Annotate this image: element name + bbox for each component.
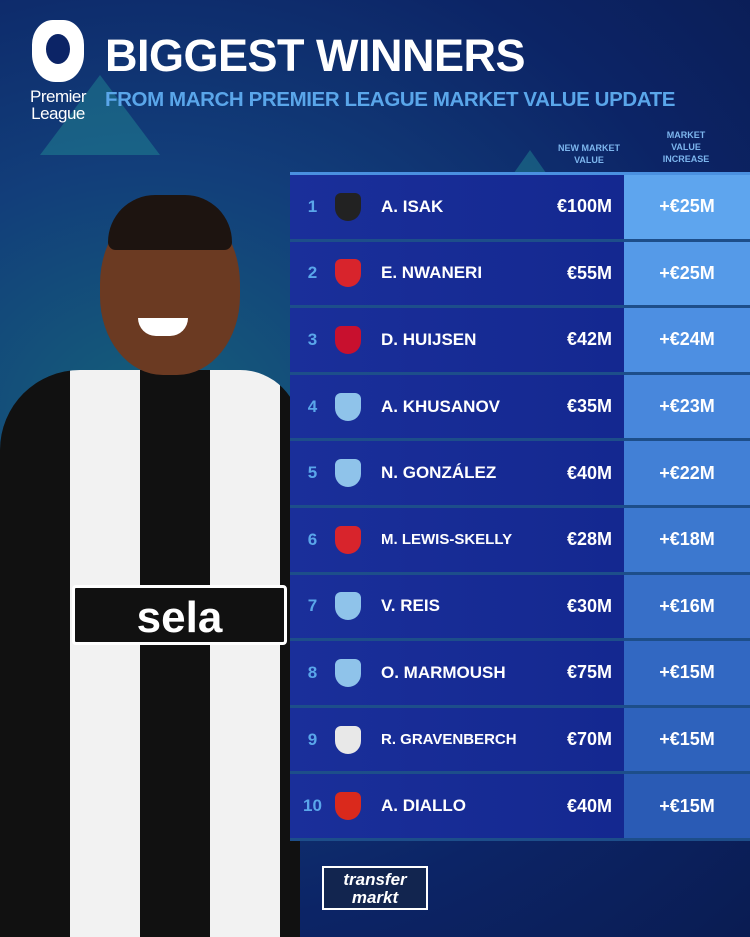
rank: 2 xyxy=(307,263,318,283)
club-crest-icon xyxy=(335,592,361,621)
value-increase: +€16M xyxy=(624,574,750,639)
value-increase: +€25M xyxy=(624,241,750,306)
player-name: A. DIALLO xyxy=(381,796,466,816)
page-subtitle: FROM MARCH PREMIER LEAGUE MARKET VALUE U… xyxy=(105,88,676,111)
player-cell: 6 M. LEWIS-SKELLY €28M xyxy=(290,507,624,572)
rank: 9 xyxy=(307,729,318,749)
value-increase: +€23M xyxy=(624,374,750,439)
club-crest-icon xyxy=(335,792,361,821)
player-cell: 7 V. REIS €30M xyxy=(290,574,624,639)
rank: 1 xyxy=(307,196,318,216)
lion-icon xyxy=(32,20,84,82)
value-increase: +€15M xyxy=(624,707,750,772)
table-row: 4 A. KHUSANOV €35M +€23M xyxy=(290,374,750,442)
value-increase: +€15M xyxy=(624,641,750,705)
decor-triangle xyxy=(40,75,160,155)
club-crest-icon xyxy=(335,459,361,488)
club-crest-icon xyxy=(335,725,361,754)
new-market-value: €28M xyxy=(566,529,612,550)
value-increase: +€15M xyxy=(624,774,750,838)
rank: 3 xyxy=(307,329,318,349)
table-row: 5 N. GONZÁLEZ €40M +€22M xyxy=(290,441,750,508)
rank: 6 xyxy=(307,529,318,549)
sponsor-logo: sela xyxy=(72,585,287,645)
player-name: A. ISAK xyxy=(381,196,444,216)
value-increase: +€18M xyxy=(624,507,750,572)
player-cell: 10 A. DIALLO €40M xyxy=(290,774,624,838)
table-row: 6 M. LEWIS-SKELLY €28M +€18M xyxy=(290,507,750,575)
column-header-new-value: NEW MARKET VALUE xyxy=(558,143,620,165)
new-market-value: €40M xyxy=(566,462,612,483)
club-crest-icon xyxy=(335,192,361,221)
rank: 10 xyxy=(303,796,322,816)
player-name: R. GRAVENBERCH xyxy=(381,731,517,749)
new-market-value: €40M xyxy=(566,795,612,816)
new-market-value: €100M xyxy=(556,196,612,217)
premier-league-logo: Premier League xyxy=(22,20,94,122)
value-increase: +€24M xyxy=(624,308,750,372)
rank: 8 xyxy=(307,662,318,682)
transfermarkt-logo: transfer markt xyxy=(322,866,428,910)
player-cell: 9 R. GRAVENBERCH €70M xyxy=(290,707,624,772)
player-cell: 1 A. ISAK €100M xyxy=(290,175,624,239)
new-market-value: €42M xyxy=(566,329,612,350)
logo-text: Premier League xyxy=(29,87,87,123)
club-crest-icon xyxy=(335,658,361,687)
player-smile xyxy=(138,318,188,336)
player-cell: 4 A. KHUSANOV €35M xyxy=(290,374,624,439)
rank: 4 xyxy=(307,396,318,416)
club-crest-icon xyxy=(335,525,361,554)
value-increase: +€22M xyxy=(624,441,750,505)
new-market-value: €30M xyxy=(566,595,612,616)
player-cell: 8 O. MARMOUSH €75M xyxy=(290,641,624,705)
table-row: 10 A. DIALLO €40M +€15M xyxy=(290,774,750,841)
player-cell: 2 E. NWANERI €55M xyxy=(290,241,624,306)
club-crest-icon xyxy=(335,259,361,288)
table-row: 3 D. HUIJSEN €42M +€24M xyxy=(290,308,750,375)
club-crest-icon xyxy=(335,325,361,354)
club-crest-icon xyxy=(335,392,361,421)
table-row: 7 V. REIS €30M +€16M xyxy=(290,574,750,642)
table-row: 9 R. GRAVENBERCH €70M +€15M xyxy=(290,707,750,775)
player-photo: sela xyxy=(0,190,300,937)
table-row: 8 O. MARMOUSH €75M +€15M xyxy=(290,641,750,708)
value-increase: +€25M xyxy=(624,175,750,239)
player-name: V. REIS xyxy=(381,596,440,616)
player-cell: 5 N. GONZÁLEZ €40M xyxy=(290,441,624,505)
rank: 5 xyxy=(307,463,318,483)
player-name: N. GONZÁLEZ xyxy=(381,463,497,483)
player-name: E. NWANERI xyxy=(381,263,483,283)
new-market-value: €70M xyxy=(566,729,612,750)
new-market-value: €75M xyxy=(566,662,612,683)
rank: 7 xyxy=(307,596,318,616)
table-row: 2 E. NWANERI €55M +€25M xyxy=(290,241,750,309)
new-market-value: €35M xyxy=(566,396,612,417)
rankings-table: 1 A. ISAK €100M +€25M 2 E. NWANERI €55M … xyxy=(290,172,750,841)
striped-shirt xyxy=(0,370,300,937)
player-cell: 3 D. HUIJSEN €42M xyxy=(290,308,624,372)
player-name: D. HUIJSEN xyxy=(381,329,477,349)
player-hair xyxy=(108,195,232,250)
page-title: BIGGEST WINNERS xyxy=(105,30,526,81)
player-name: A. KHUSANOV xyxy=(381,396,501,416)
player-name: M. LEWIS-SKELLY xyxy=(381,531,513,549)
column-header-increase: MARKET VALUE INCREASE xyxy=(662,130,710,164)
table-row: 1 A. ISAK €100M +€25M xyxy=(290,175,750,242)
player-name: O. MARMOUSH xyxy=(381,662,506,682)
new-market-value: €55M xyxy=(566,262,612,283)
